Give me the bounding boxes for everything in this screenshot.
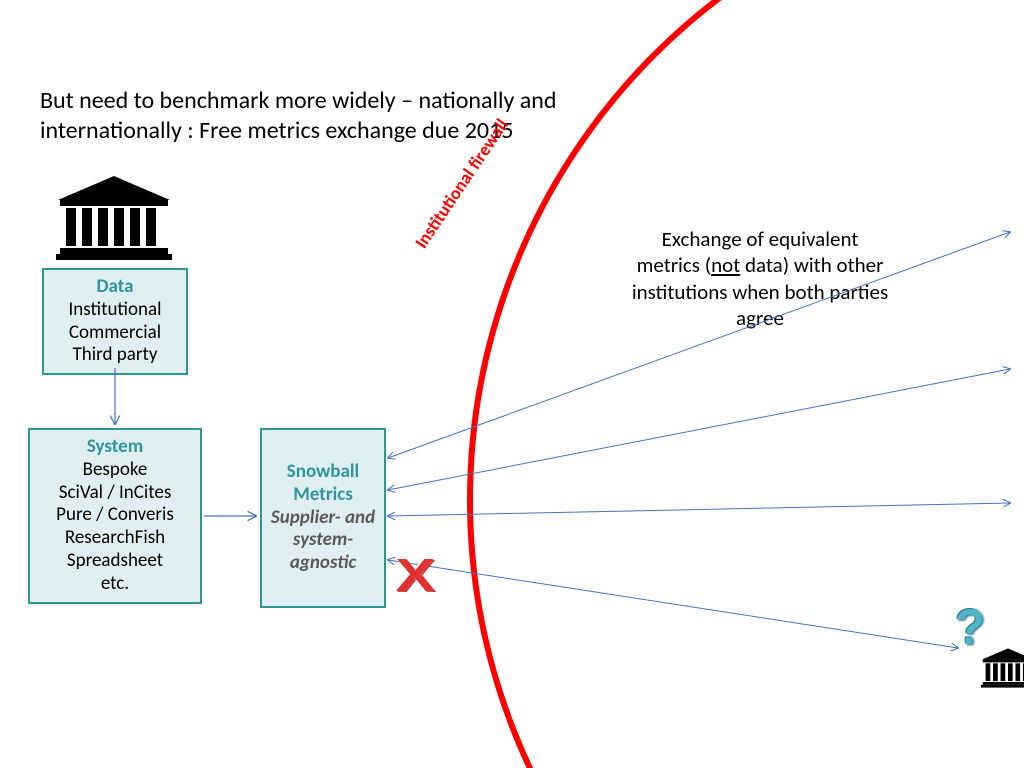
data-box-line: Third party	[73, 343, 158, 366]
arrow-exchange-2	[388, 369, 1010, 490]
system-box: System Bespoke SciVal / InCites Pure / C…	[28, 428, 202, 604]
x-mark-icon: X	[395, 548, 435, 602]
data-box-header: Data	[52, 276, 178, 299]
page-title: But need to benchmark more widely – nati…	[40, 86, 600, 146]
institution-icon	[54, 176, 174, 265]
system-box-line: Pure / Converis	[56, 503, 174, 526]
exchange-not: not	[711, 252, 740, 278]
data-box-line: Institutional	[69, 298, 162, 321]
snowball-box-header: Snowball Metrics	[270, 461, 376, 507]
system-box-header: System	[38, 436, 192, 459]
arrow-exchange-3	[388, 503, 1010, 516]
system-box-line: etc.	[101, 572, 129, 595]
snowball-box-sub: Supplier- and system-agnostic	[270, 507, 376, 575]
data-box: Data Institutional Commercial Third part…	[42, 268, 188, 375]
arrow-exchange-4	[388, 560, 958, 648]
data-box-line: Commercial	[69, 321, 161, 344]
system-box-line: SciVal / InCites	[59, 481, 172, 504]
institution-small-icon	[980, 646, 1024, 695]
system-box-line: ResearchFish	[65, 526, 165, 549]
exchange-text: Exchange of equivalent metrics (not data…	[630, 226, 890, 331]
system-box-line: Spreadsheet	[67, 549, 163, 572]
snowball-box: Snowball Metrics Supplier- and system-ag…	[260, 428, 386, 608]
system-box-line: Bespoke	[83, 458, 148, 481]
